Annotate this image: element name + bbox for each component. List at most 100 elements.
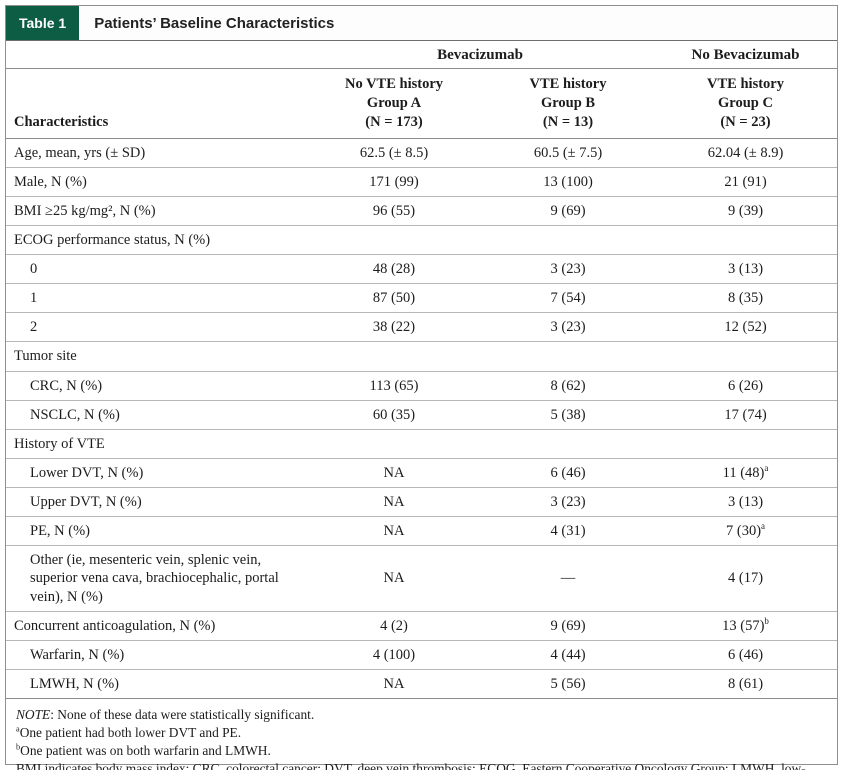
cell-value: NA <box>306 668 482 699</box>
cell-value: 87 (50) <box>306 283 482 313</box>
table-row: 2 38 (22) 3 (23) 12 (52) <box>6 312 837 342</box>
cell-value: 3 (23) <box>482 312 655 342</box>
cell-value: 62.04 (± 8.9) <box>707 144 784 161</box>
cell-value: 113 (65) <box>306 370 482 401</box>
cell-value: 62.5 (± 8.5) <box>359 144 429 161</box>
row-label: Tumor site <box>6 341 306 372</box>
column-header-line: VTE history <box>529 76 607 92</box>
cell-value: 8 (62) <box>482 370 655 401</box>
cell-value: NA <box>306 487 482 517</box>
cell-value: 3 (23) <box>482 487 655 517</box>
group-header-bevacizumab: Bevacizumab <box>306 41 655 69</box>
row-label: LMWH, N (%) <box>6 668 306 699</box>
cell-value: 4 (17) <box>654 545 837 612</box>
row-label: Upper DVT, N (%) <box>6 487 306 517</box>
cell-value: 3 (13) <box>654 487 837 517</box>
column-header-line: VTE history <box>707 76 784 92</box>
table-row: Upper DVT, N (%) NA 3 (23) 3 (13) <box>6 487 837 517</box>
column-header-line: Group C <box>718 94 773 111</box>
cell-value: NA <box>306 457 482 488</box>
column-header-group-c: VTE history Group C (N = 23) <box>654 68 837 139</box>
table-row: BMI ≥25 kg/mg², N (%) 96 (55) 9 (69) 9 (39) <box>6 195 837 226</box>
cell-value: 60 (35) <box>306 399 482 430</box>
cell-value <box>654 224 837 255</box>
cell-value: 9 (69) <box>482 195 655 226</box>
cell-value: 60.5 (± 7.5) <box>533 144 603 161</box>
table-frame: Table 1 Patients’ Baseline Characteristi… <box>5 5 838 770</box>
cell-value: 4 (44) <box>482 639 655 670</box>
cell-value: 9 (69) <box>482 610 655 641</box>
cell-value: 96 (55) <box>306 195 482 226</box>
cell-value: 21 (91) <box>654 166 837 197</box>
table-row: PE, N (%) NA 4 (31) 7 (30)a <box>6 516 837 546</box>
cell-value: 6 (46) <box>482 457 655 488</box>
cell-value: 5 (38) <box>482 399 655 430</box>
footnote-line: bOne patient was on both warfarin and LM… <box>16 742 271 758</box>
group-header-no-bevacizumab: No Bevacizumab <box>654 41 837 69</box>
footnote-line: BMI indicates body mass index; CRC, colo… <box>16 760 806 770</box>
table-row: Concurrent anticoagulation, N (%) 4 (2) 9 … <box>6 610 837 641</box>
table-title: Patients’ Baseline Characteristics <box>94 14 335 32</box>
cell-value <box>482 428 655 459</box>
row-label: CRC, N (%) <box>6 370 306 401</box>
cell-value: 9 (39) <box>654 195 837 226</box>
cell-value: 8 (35) <box>654 283 837 313</box>
cell-value: NA <box>306 545 482 612</box>
cell-value: 7 (54) <box>482 283 655 313</box>
cell-value: 38 (22) <box>306 312 482 342</box>
cell-value: 7 (30)a <box>654 516 837 546</box>
cell-value <box>654 341 837 372</box>
table-row: Other (ie, mesenteric vein, splenic vein… <box>6 545 837 612</box>
table-row: NSCLC, N (%) 60 (35) 5 (38) 17 (74) <box>6 399 837 430</box>
row-label: History of VTE <box>6 428 306 459</box>
cell-value: — <box>482 545 655 612</box>
cell-value <box>482 341 655 372</box>
cell-value: 4 (2) <box>306 610 482 641</box>
column-header-line: (N = 13) <box>542 113 594 130</box>
row-label: 1 <box>6 283 306 313</box>
cell-value: 6 (46) <box>654 639 837 670</box>
row-label: Other (ie, mesenteric vein, splenic vein… <box>6 545 306 612</box>
cell-value <box>654 428 837 459</box>
column-header-line: (N = 173) <box>365 113 423 130</box>
row-label: BMI ≥25 kg/mg², N (%) <box>6 195 306 226</box>
group-header-row: Bevacizumab No Bevacizumab <box>6 41 837 69</box>
row-label: 2 <box>6 312 306 342</box>
cell-value: 13 (100) <box>482 166 655 197</box>
table-row: LMWH, N (%) NA 5 (56) 8 (61) <box>6 668 837 699</box>
column-header-row: Characteristics No VTE history Group A (… <box>6 68 837 139</box>
table-row: Male, N (%) 171 (99) 13 (100) 21 (91) <box>6 166 837 197</box>
cell-value: 3 (23) <box>482 254 655 284</box>
cell-value: NA <box>306 516 482 546</box>
section-row: History of VTE <box>6 428 837 459</box>
table-row: Age, mean, yrs (± SD) 62.5 (± 8.5) 60.5 (±… <box>6 138 837 167</box>
row-label: Lower DVT, N (%) <box>6 457 306 488</box>
row-label: Concurrent anticoagulation, N (%) <box>6 610 306 641</box>
table-number-badge: Table 1 <box>6 6 80 40</box>
empty-corner-cell <box>6 41 306 69</box>
table-row: 1 87 (50) 7 (54) 8 (35) <box>6 283 837 313</box>
table-footnotes: NOTE: None of these data were statistica… <box>6 698 837 770</box>
row-label: NSCLC, N (%) <box>6 399 306 430</box>
section-row: Tumor site <box>6 341 837 372</box>
cell-value: 4 (31) <box>482 516 655 546</box>
cell-value: 8 (61) <box>654 668 837 699</box>
baseline-characteristics-table: Bevacizumab No Bevacizumab Characteristi… <box>6 41 837 699</box>
cell-value: 3 (13) <box>654 254 837 284</box>
row-label: 0 <box>6 254 306 284</box>
row-label: ECOG performance status, N (%) <box>6 224 306 255</box>
column-header-group-b: VTE history Group B (N = 13) <box>482 68 655 139</box>
column-header-line: Group B <box>540 94 596 111</box>
cell-value: 171 (99) <box>306 166 482 197</box>
row-label: Male, N (%) <box>6 166 306 197</box>
cell-value: 6 (26) <box>654 370 837 401</box>
row-label: Age, mean, yrs (± SD) <box>14 144 146 161</box>
footnote-line: NOTE: None of these data were statistica… <box>16 707 315 723</box>
table-row: Warfarin, N (%) 4 (100) 4 (44) 6 (46) <box>6 639 837 670</box>
column-header-line: (N = 23) <box>720 113 771 130</box>
cell-value <box>306 224 482 255</box>
cell-value: 11 (48)a <box>654 457 837 488</box>
footnote-line: aOne patient had both lower DVT and PE. <box>16 724 242 740</box>
row-label: PE, N (%) <box>6 516 306 546</box>
column-header-line: Group A <box>366 94 422 111</box>
